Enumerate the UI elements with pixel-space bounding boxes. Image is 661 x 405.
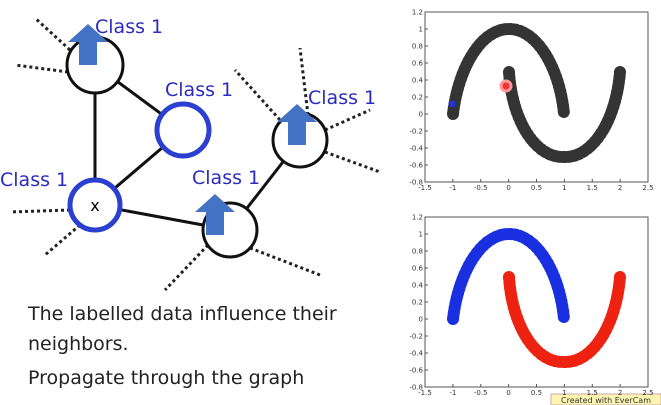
y-tick-label: -0.4 (409, 145, 423, 153)
x-tick-label: 0 (506, 184, 510, 192)
x-tick-label: -1.5 (418, 389, 432, 397)
x-tick-label: -1 (449, 184, 456, 192)
x-tick-label: 2 (618, 184, 622, 192)
y-tick-label: 0 (419, 111, 423, 119)
node-label: Class 1 (95, 16, 163, 38)
badge (550, 393, 661, 405)
node-label: x (90, 196, 99, 215)
y-tick-label: -0.8 (409, 384, 423, 392)
x-tick-label: 1.5 (587, 389, 598, 397)
y-tick-label: 0.2 (412, 94, 423, 102)
y-tick-label: 0.8 (412, 43, 423, 51)
y-tick-label: -0.6 (409, 162, 423, 170)
caption: The labelled data influence their (27, 303, 337, 325)
y-tick-label: 0.8 (412, 248, 423, 256)
node-label: Class 1 (192, 167, 260, 189)
x-tick-label: -0.5 (474, 389, 488, 397)
y-tick-label: 0.4 (412, 282, 424, 290)
node (67, 177, 123, 233)
node-label: Class 1 (165, 79, 233, 101)
y-tick-label: 0.2 (412, 299, 423, 307)
x-tick-label: 0.5 (531, 184, 542, 192)
y-tick-label: 0.6 (412, 265, 424, 273)
moons (447, 22, 626, 368)
x-tick-label: -0.5 (474, 184, 488, 192)
badge-text: Created with EverCam (561, 396, 651, 405)
y-tick-label: 1.2 (412, 9, 423, 17)
x-tick-label: 0.5 (531, 389, 542, 397)
y-tick-label: 0 (419, 316, 423, 324)
y-tick-label: -0.6 (409, 367, 423, 375)
y-tick-label: 1 (419, 231, 423, 239)
node-label: Class 1 (0, 169, 68, 191)
x-tick-label: 0 (506, 389, 510, 397)
x-tick-label: 2 (618, 389, 622, 397)
dotted-edges (9, 16, 381, 292)
node (154, 101, 212, 159)
x-tick-label: 2.5 (642, 184, 653, 192)
y-tick-label: 0.4 (412, 77, 424, 85)
caption: Propagate through the graph (28, 367, 304, 389)
y-tick-label: 0.6 (412, 60, 424, 68)
x-tick-label: -1 (449, 389, 456, 397)
arrows (68, 24, 317, 235)
x-tick-label: 1.5 (587, 184, 598, 192)
x-tick-label: 2.5 (642, 389, 653, 397)
y-tick-label: 1.2 (412, 214, 423, 222)
x-tick-label: -1.5 (418, 184, 432, 192)
y-tick-label: -0.4 (409, 350, 423, 358)
caption: neighbors. (28, 333, 129, 355)
node-label: Class 1 (308, 87, 376, 109)
x-tick-label: 1 (562, 389, 566, 397)
y-tick-label: -0.8 (409, 179, 423, 187)
y-tick-label: -0.2 (409, 333, 423, 341)
x-tick-label: 1 (562, 184, 566, 192)
y-tick-label: -0.2 (409, 128, 423, 136)
y-tick-label: 1 (419, 26, 423, 34)
